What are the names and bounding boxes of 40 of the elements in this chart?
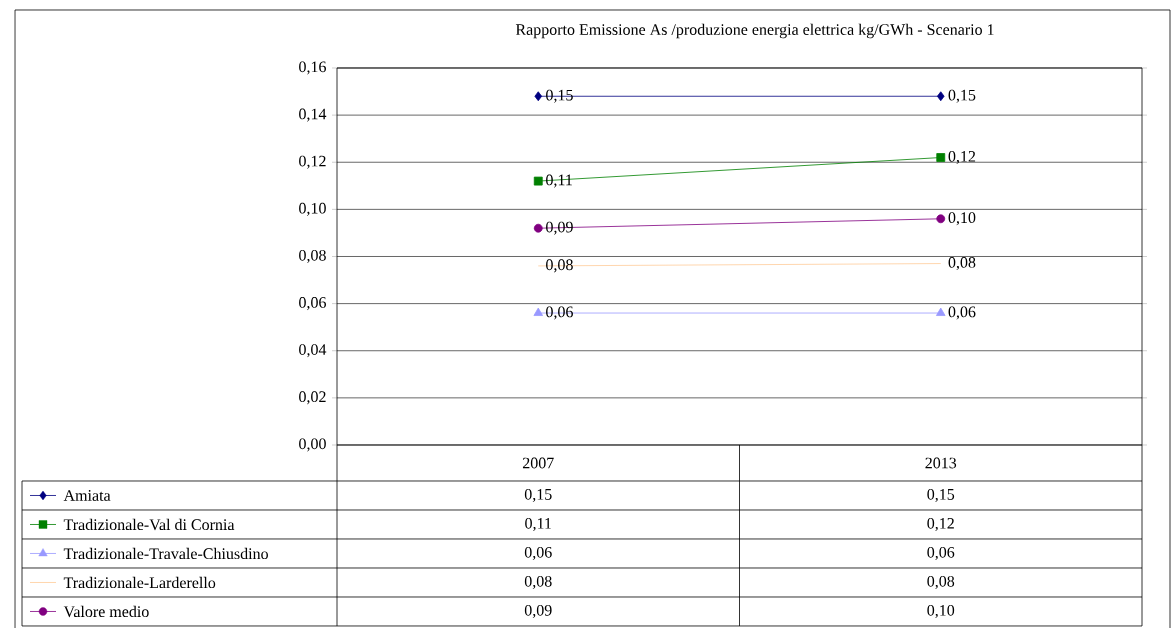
legend-label: Tradizionale-Travale-Chiusdino — [63, 547, 268, 560]
point — [936, 91, 945, 102]
data-label: 0,11 — [525, 517, 551, 532]
y-tick-label: 0,10 — [299, 202, 326, 216]
y-tick-label: 0,12 — [299, 155, 326, 169]
legend-label: Tradizionale-Val di Cornia — [63, 518, 235, 531]
data-label: 0,06 — [927, 546, 955, 561]
data-label: 0,06 — [524, 546, 552, 561]
legend-label: Tradizionale-Larderello — [63, 576, 216, 589]
text: 0,15 — [948, 89, 976, 103]
data-label: 0,15 — [524, 488, 552, 503]
data-label: 0,15 — [927, 488, 955, 503]
y-tick-label: 0,04 — [299, 344, 327, 358]
x-tick-label: 2013 — [925, 457, 957, 469]
data-label: 0,10 — [927, 604, 955, 619]
text: 0,08 — [546, 259, 573, 273]
text: 0,10 — [948, 212, 976, 226]
text: 0,06 — [948, 306, 976, 320]
point — [533, 176, 543, 186]
legend-label: Amiata — [63, 490, 111, 501]
data-label: 0,12 — [927, 517, 954, 532]
y-tick-label: 0,00 — [299, 438, 326, 452]
text: 0,06 — [546, 306, 573, 320]
text: 0,12 — [948, 150, 976, 165]
text: 0,08 — [948, 257, 976, 271]
x-tick-label: 2007 — [522, 457, 554, 469]
y-tick-label: 0,16 — [299, 61, 326, 75]
data-label: 0,09 — [524, 604, 552, 619]
data-label: 0,08 — [524, 575, 552, 590]
y-tick-label: 0,06 — [299, 297, 326, 311]
point — [936, 153, 946, 162]
point — [533, 223, 543, 233]
y-tick-label: 0,02 — [299, 391, 326, 405]
chart-title: Rapporto Emissione As /produzione energia elettrica kg/GWh - Scenario 1 — [515, 23, 994, 39]
y-tick-label: 0,14 — [299, 108, 327, 122]
data-label: 0,08 — [927, 575, 955, 590]
point — [936, 214, 946, 224]
y-tick-label: 0,08 — [299, 249, 326, 264]
legend-label: Valore medio — [63, 605, 149, 618]
point — [534, 91, 543, 102]
